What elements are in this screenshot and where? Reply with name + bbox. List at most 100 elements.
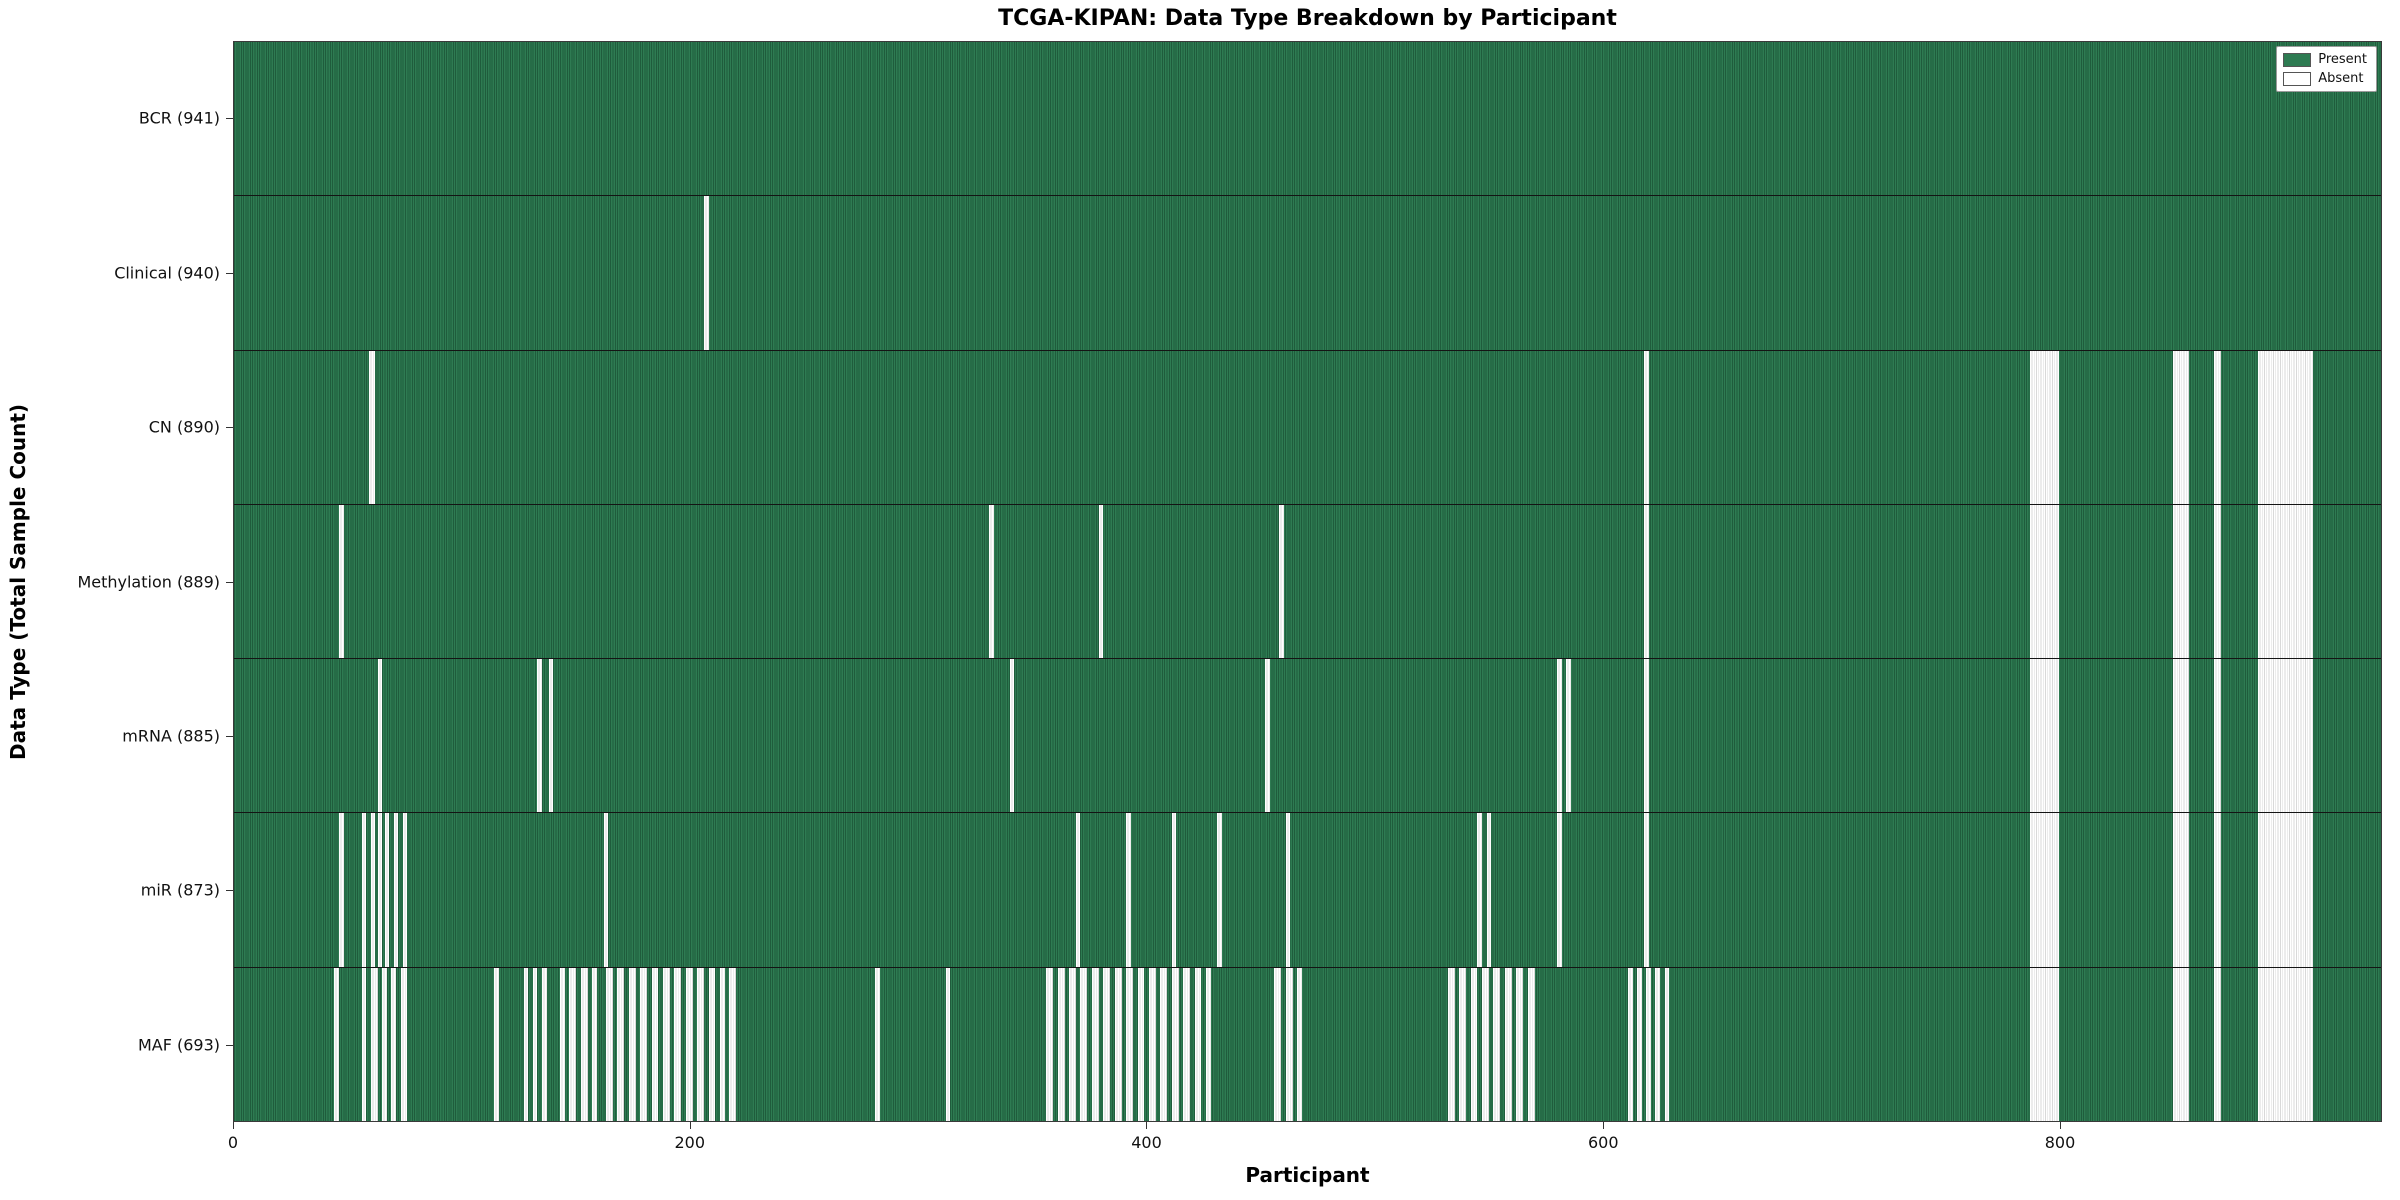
absent-segment xyxy=(1126,967,1133,1121)
absent-segment xyxy=(402,813,408,967)
x-tick-label: 200 xyxy=(674,1133,706,1152)
absent-segment xyxy=(2173,967,2190,1121)
absent-segment xyxy=(1486,813,1492,967)
absent-segment xyxy=(1075,813,1081,967)
x-tick-mark xyxy=(233,1122,234,1129)
absent-segment xyxy=(1126,813,1131,967)
absent-segment xyxy=(1114,967,1122,1121)
absent-segment xyxy=(1194,967,1202,1121)
x-tick-mark xyxy=(1603,1122,1605,1129)
heatmap-row xyxy=(234,966,2381,1121)
legend-label-present: Present xyxy=(2318,52,2367,67)
heatmap-row xyxy=(234,349,2381,504)
absent-segment xyxy=(1137,967,1145,1121)
absent-segment xyxy=(729,967,736,1121)
legend-entry-absent: Absent xyxy=(2283,71,2367,86)
absent-segment xyxy=(685,967,693,1121)
absent-segment xyxy=(368,350,376,504)
absent-segment xyxy=(1297,967,1302,1121)
absent-segment xyxy=(2029,659,2060,813)
absent-segment xyxy=(560,967,565,1121)
absent-segment xyxy=(400,967,408,1121)
absent-segment xyxy=(334,967,339,1121)
x-axis-label: Participant xyxy=(1245,1163,1370,1187)
absent-segment xyxy=(708,967,716,1121)
absent-segment xyxy=(628,967,636,1121)
absent-segment xyxy=(1278,504,1284,659)
y-tick-mark xyxy=(226,735,233,737)
absent-segment xyxy=(1069,967,1076,1121)
absent-segment xyxy=(548,659,554,813)
absent-segment xyxy=(391,967,396,1121)
absent-segment xyxy=(1477,813,1483,967)
absent-segment xyxy=(1171,967,1179,1121)
absent-segment xyxy=(2029,967,2060,1121)
absent-segment xyxy=(2173,813,2190,967)
absent-segment xyxy=(2214,504,2222,659)
y-axis-label: Data Type (Total Sample Count) xyxy=(6,403,30,760)
absent-segment xyxy=(1644,659,1649,813)
absent-segment xyxy=(1205,967,1211,1121)
absent-segment xyxy=(1655,967,1660,1121)
legend-swatch-absent-icon xyxy=(2283,71,2312,86)
absent-segment xyxy=(875,967,880,1121)
absent-segment xyxy=(1566,659,1572,813)
absent-segment xyxy=(651,967,659,1121)
heatmap-row xyxy=(234,503,2381,659)
absent-segment xyxy=(2173,504,2190,659)
absent-segment xyxy=(1504,967,1512,1121)
absent-segment xyxy=(1557,659,1562,813)
absent-segment xyxy=(1148,967,1156,1121)
absent-segment xyxy=(2173,350,2190,504)
absent-segment xyxy=(1098,504,1104,659)
absent-segment xyxy=(1265,659,1270,813)
absent-segment xyxy=(1217,813,1222,967)
y-tick-label: Methylation (889) xyxy=(77,572,220,591)
absent-segment xyxy=(1091,967,1099,1121)
legend: Present Absent xyxy=(2276,46,2377,92)
absent-segment xyxy=(1557,813,1562,967)
absent-segment xyxy=(377,659,383,813)
absent-segment xyxy=(2029,813,2060,967)
absent-segment xyxy=(382,967,387,1121)
absent-segment xyxy=(1527,967,1535,1121)
x-tick-mark xyxy=(689,1122,691,1129)
x-tick-label: 400 xyxy=(1131,1133,1162,1152)
absent-segment xyxy=(1183,967,1190,1121)
absent-segment xyxy=(1628,967,1633,1121)
absent-segment xyxy=(384,813,390,967)
plot-area xyxy=(233,41,2382,1122)
absent-segment xyxy=(719,967,725,1121)
absent-segment xyxy=(2257,504,2313,659)
absent-segment xyxy=(1459,967,1467,1121)
absent-segment xyxy=(1103,967,1111,1121)
absent-segment xyxy=(2257,813,2313,967)
absent-segment xyxy=(662,967,670,1121)
y-tick-mark xyxy=(226,890,233,892)
absent-segment xyxy=(2214,659,2222,813)
absent-segment xyxy=(2257,967,2313,1121)
y-tick-mark xyxy=(226,118,233,120)
absent-segment xyxy=(592,967,597,1121)
y-tick-mark xyxy=(226,581,233,583)
chart-title: TCGA-KIPAN: Data Type Breakdown by Parti… xyxy=(998,6,1617,31)
absent-segment xyxy=(1664,967,1670,1121)
absent-segment xyxy=(674,967,682,1121)
absent-segment xyxy=(1646,967,1651,1121)
legend-entry-present: Present xyxy=(2283,52,2367,67)
legend-label-absent: Absent xyxy=(2318,71,2364,86)
absent-segment xyxy=(1644,350,1649,504)
absent-segment xyxy=(569,967,577,1121)
absent-segment xyxy=(361,813,367,967)
absent-segment xyxy=(989,504,994,659)
heatmap-row xyxy=(234,42,2381,196)
absent-segment xyxy=(370,813,376,967)
heatmap-row xyxy=(234,658,2381,813)
x-tick-mark xyxy=(1146,1122,1148,1129)
absent-segment xyxy=(338,813,344,967)
absent-segment xyxy=(377,813,383,967)
y-tick-mark xyxy=(226,427,233,429)
absent-segment xyxy=(1516,967,1524,1121)
absent-segment xyxy=(361,967,367,1121)
absent-segment xyxy=(2173,659,2190,813)
